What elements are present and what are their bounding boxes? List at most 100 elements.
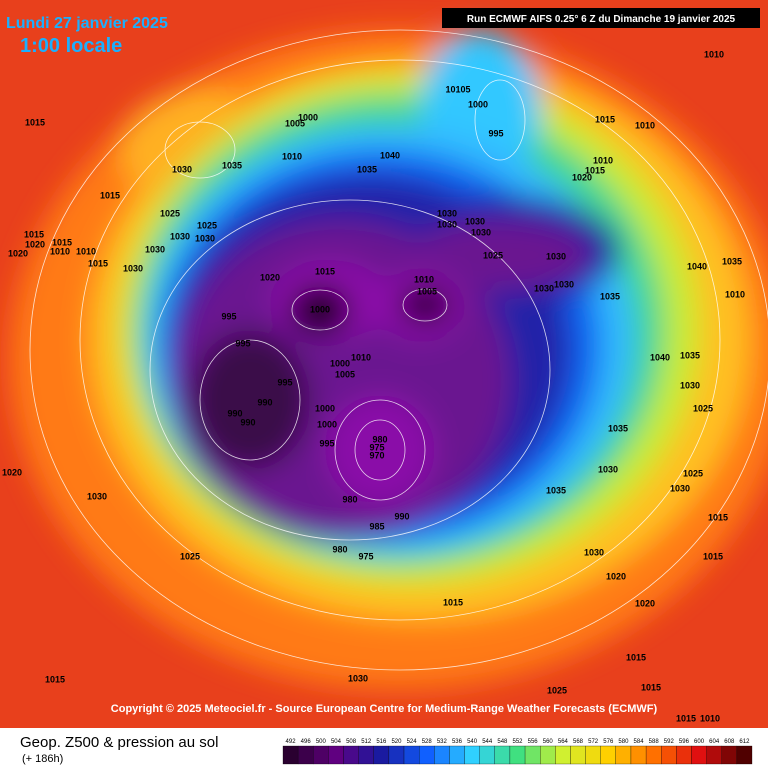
pressure-label: 1015 (585, 165, 605, 175)
pressure-label: 980 (342, 494, 357, 504)
pressure-label: 1020 (260, 272, 280, 282)
legend-swatch (736, 745, 753, 765)
pressure-label: 995 (235, 338, 250, 348)
pressure-label: 1030 (145, 244, 165, 254)
pressure-label: 1000 (310, 304, 330, 314)
pressure-label: 1025 (683, 468, 703, 478)
pressure-label: 1015 (315, 266, 335, 276)
legend-swatch (403, 745, 420, 765)
pressure-label: 1010 (635, 120, 655, 130)
legend-swatch (691, 745, 707, 765)
legend-label: 592 (664, 739, 675, 745)
legend-swatch (494, 745, 511, 765)
pressure-label: 1010 (76, 246, 96, 256)
pressure-label: 1030 (465, 216, 485, 226)
pressure-label: 1025 (483, 250, 503, 260)
pressure-label: 1030 (348, 673, 368, 683)
pressure-label: 1030 (87, 491, 107, 501)
legend-label: 608 (724, 739, 735, 745)
pressure-label: 1035 (608, 423, 628, 433)
legend-label: 588 (649, 739, 660, 745)
pressure-label: 1020 (2, 467, 22, 477)
legend-label: 580 (618, 739, 629, 745)
legend-label: 500 (316, 739, 327, 745)
pressure-label: 995 (221, 311, 236, 321)
legend-swatch (388, 745, 405, 765)
pressure-label: 1040 (687, 261, 707, 271)
pressure-label: 1000 (317, 419, 337, 429)
pressure-label: 1020 (25, 239, 45, 249)
legend-label: 584 (634, 739, 645, 745)
pressure-label: 985 (369, 521, 384, 531)
pressure-label: 1030 (437, 208, 457, 218)
legend-label: 492 (286, 739, 297, 745)
geopotential-field (10, 30, 768, 690)
legend: 492 496 500 504 508 512 516 520 524 528 532 536 540 5… (282, 739, 753, 765)
legend-label: 600 (694, 739, 705, 745)
pressure-label: 995 (319, 438, 334, 448)
pressure-label: 1030 (670, 483, 690, 493)
footer-lead: (+ 186h) (22, 753, 63, 765)
pressure-label: 1005 (417, 286, 437, 296)
pressure-label: 1030 (554, 279, 574, 289)
pressure-label: 1025 (197, 220, 217, 230)
pressure-label: 990 (394, 511, 409, 521)
pressure-label: 980 (332, 544, 347, 554)
pressure-label: 1005 (285, 118, 305, 128)
pressure-label: 1030 (471, 227, 491, 237)
pressure-label: 1020 (635, 598, 655, 608)
pressure-label: 990 (227, 408, 242, 418)
legend-label: 564 (558, 739, 569, 745)
pressure-label: 1030 (680, 380, 700, 390)
pressure-label: 1010 (704, 49, 724, 59)
pressure-label: 1015 (88, 258, 108, 268)
pressure-label: 1015 (25, 117, 45, 127)
legend-label: 576 (603, 739, 614, 745)
pressure-label: 1015 (52, 237, 72, 247)
pressure-label: 980 (372, 434, 387, 444)
pressure-label: 990 (257, 397, 272, 407)
pressure-label: 1035 (546, 485, 566, 495)
legend-swatch (645, 745, 662, 765)
legend-swatch (479, 745, 495, 765)
pressure-label: 1010 (50, 246, 70, 256)
pressure-label: 1030 (195, 233, 215, 243)
pressure-label: 1035 (357, 164, 377, 174)
legend-swatch (570, 745, 586, 765)
legend-label: 528 (422, 739, 433, 745)
legend-swatch (676, 745, 692, 765)
legend-swatch (282, 745, 299, 765)
legend-swatch (313, 745, 329, 765)
legend-label: 524 (407, 739, 418, 745)
pressure-label: 1020 (8, 248, 28, 258)
legend-label: 556 (528, 739, 539, 745)
pressure-label: 1015 (45, 674, 65, 684)
legend-swatch (600, 745, 616, 765)
legend-swatch (464, 745, 480, 765)
pressure-label: 1010 (351, 352, 371, 362)
forecast-time: 1:00 locale (20, 35, 122, 57)
pressure-label: 1040 (380, 150, 400, 160)
pressure-label: 1025 (547, 685, 567, 695)
legend-label: 532 (437, 739, 448, 745)
pressure-label: 1015 (676, 713, 696, 723)
legend-swatch (721, 745, 738, 765)
pressure-label: 1030 (546, 251, 566, 261)
pressure-label: 995 (488, 128, 503, 138)
pressure-label: 10105 (445, 84, 470, 94)
pressure-label: 1010 (282, 151, 302, 161)
legend-swatch (328, 745, 344, 765)
legend-swatch (585, 745, 601, 765)
pressure-label: 1030 (534, 283, 554, 293)
legend-swatch (555, 745, 571, 765)
pressure-label: 1005 (335, 369, 355, 379)
pressure-label: 1035 (600, 291, 620, 301)
legend-label: 548 (497, 739, 508, 745)
pressure-label: 1015 (708, 512, 728, 522)
pressure-label: 1020 (572, 172, 592, 182)
pressure-label: 1025 (160, 208, 180, 218)
legend-label: 612 (739, 739, 750, 745)
